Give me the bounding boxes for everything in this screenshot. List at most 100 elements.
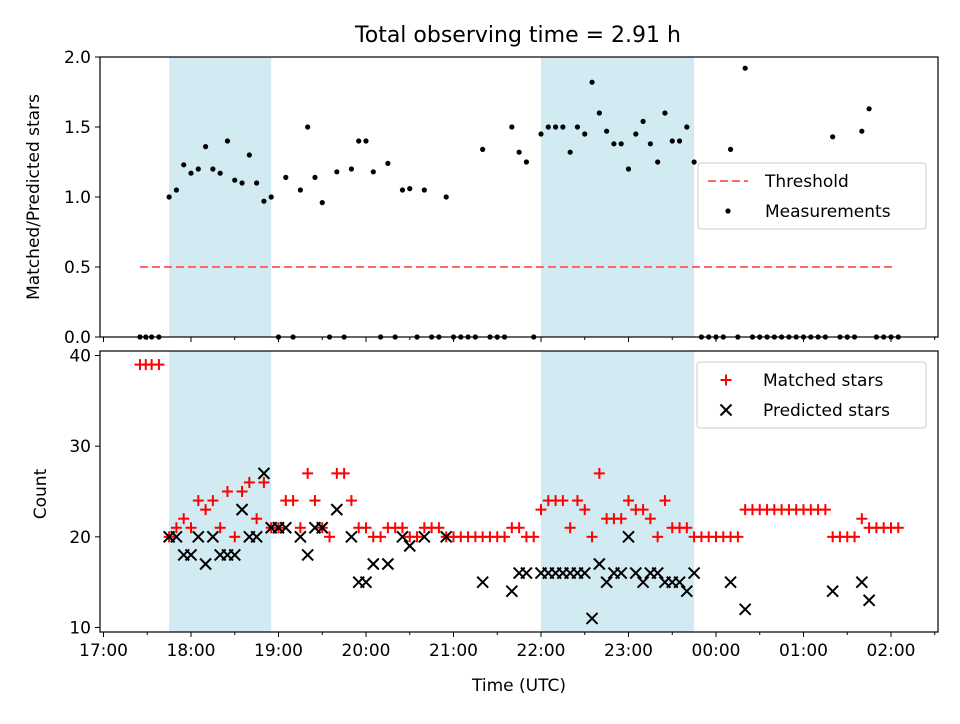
predicted-star-point [199,557,212,571]
matched-star-point [178,513,190,525]
matched-star-point [623,495,634,507]
matched-star-point [433,522,445,534]
measurement-point [676,138,683,144]
measurement-point [523,159,530,165]
legend-predicted-label: Predicted stars [763,401,890,421]
measurement-point [173,187,180,193]
measurement-point [560,124,566,130]
predicted-star-point [184,548,198,562]
measurement-point [625,166,632,172]
legend-matched-label: Matched stars [763,371,883,391]
measurement-point [727,146,734,152]
predicted-star-point [359,575,373,589]
measurement-point [319,200,325,206]
measurement-point [567,149,573,155]
predicted-star-point [651,566,664,580]
measurement-point [246,152,252,158]
matched-star-point [681,522,693,534]
predicted-star-point [294,530,307,544]
top-legend: Threshold Measurements [697,162,927,230]
matched-star-point [185,522,197,534]
matched-star-point [535,504,547,516]
observing-window-2 [541,351,695,632]
predicted-star-point [862,594,876,607]
measurement-point [370,169,376,175]
predicted-star-point [724,575,737,589]
x-tick-label: 02:00 [867,641,916,661]
measurement-point [655,159,661,165]
x-tick-label: 21:00 [429,641,478,661]
x-tick-label: 01:00 [779,641,828,661]
predicted-star-point [367,557,380,571]
matched-star-point [360,522,372,534]
measurement-point [538,131,544,137]
predicted-star-point [600,575,613,589]
measurement-point [195,166,201,172]
matched-star-point [192,495,204,507]
matched-star-point [856,513,868,525]
y-tick-label: 1.5 [64,118,91,138]
measurement-point [582,131,588,137]
measurement-point [552,124,559,130]
measurement-point [618,141,624,147]
predicted-star-point [192,530,205,544]
measurement-point [356,138,362,144]
top-panel: 0.00.51.01.52.0 Matched/Predicted stars … [24,48,939,348]
measurement-point [297,187,303,193]
predicted-star-point [440,530,453,544]
matched-star-point [207,495,219,507]
predicted-star-point [330,503,344,516]
predicted-star-point [345,530,358,544]
matched-star-point [819,504,831,516]
matched-star-point [302,467,314,479]
predicted-star-point [170,530,183,544]
legend-predicted-swatch [719,403,733,417]
predicted-star-point [593,557,606,571]
predicted-star-point [826,585,839,598]
measurement-point [604,128,610,134]
predicted-star-point [615,566,628,580]
predicted-star-point [520,566,533,580]
x-tick-label: 20:00 [342,641,391,661]
measurement-point [217,170,223,176]
x-tick-label: 18:00 [167,641,216,661]
measurement-point [305,124,311,130]
measurement-point [254,180,260,186]
matched-star-point [324,531,336,543]
measurement-point [640,118,646,124]
measurement-point [268,194,274,200]
y-tick-label: 0.0 [64,328,91,348]
measurement-point [421,187,427,193]
measurement-point [188,170,194,176]
predicted-star-point [680,585,694,598]
measurement-point [611,141,617,147]
y-tick-label: 1.0 [64,188,91,208]
predicted-star-point [279,521,292,534]
predicted-star-point [636,575,650,589]
predicted-star-point [578,566,591,580]
chart-title: Total observing time = 2.91 h [354,23,681,48]
matched-star-point [170,522,182,534]
measurement-point [283,174,289,180]
matched-star-point [251,513,263,525]
matched-star-point [236,486,248,497]
y-tick-label: 40 [69,347,91,367]
measurement-point [363,138,369,144]
measurement-point [684,124,690,130]
measurement-point [647,141,653,147]
matched-star-point [221,486,233,497]
measurement-point [669,138,675,144]
measurement-point [385,160,391,166]
measurement-point [633,131,639,137]
y-tick-label: 0.5 [64,258,91,278]
bottom-panel: 10 20 30 40 17:00 18:00 19:00 20:00 21:00 22:00 2… [31,347,939,696]
measurement-point [830,134,836,140]
matched-star-point [345,495,357,507]
observing-window-1 [169,57,272,337]
matched-star-point [557,495,569,507]
legend-matched-swatch [720,374,732,386]
matched-star-point [396,522,408,534]
predicted-star-point [316,521,329,534]
observing-window-1 [169,351,272,632]
